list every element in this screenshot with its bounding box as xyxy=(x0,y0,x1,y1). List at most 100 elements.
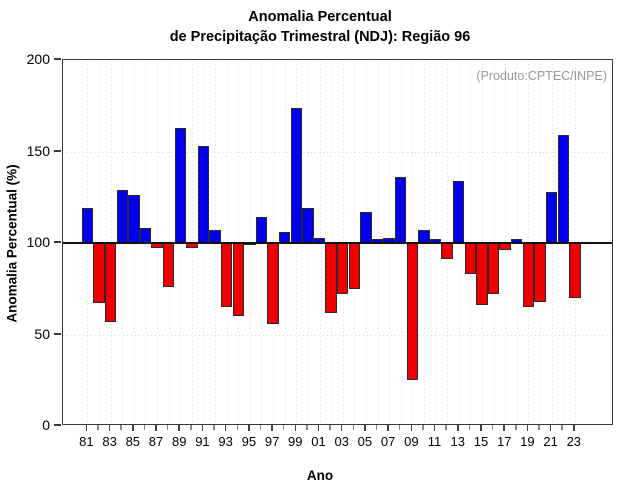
chart-title-line2: de Precipitação Trimestral (NDJ): Região… xyxy=(169,28,471,45)
bar-2023 xyxy=(569,243,581,298)
x-tick-label-99: 99 xyxy=(288,434,303,449)
x-tick-label-81: 81 xyxy=(79,434,94,449)
bar-1987 xyxy=(151,243,163,249)
y-tick-label-200: 200 xyxy=(26,51,50,67)
x-tick xyxy=(340,425,343,431)
y-tick xyxy=(54,58,61,60)
x-tick xyxy=(85,425,88,431)
x-tick-label-19: 19 xyxy=(520,434,535,449)
x-tick xyxy=(526,425,529,431)
x-tick xyxy=(201,425,204,431)
bar-2022 xyxy=(557,135,569,243)
x-tick-label-13: 13 xyxy=(450,434,465,449)
x-tick xyxy=(166,425,169,430)
bar-2014 xyxy=(464,243,477,275)
x-tick xyxy=(433,425,436,431)
bar-1990 xyxy=(186,243,198,249)
y-tick xyxy=(54,241,61,243)
bar-1983 xyxy=(104,243,117,322)
x-tick xyxy=(445,425,447,430)
bar-2013 xyxy=(453,180,465,243)
x-tick-label-21: 21 xyxy=(543,434,558,449)
x-tick xyxy=(398,425,401,430)
bar-1994 xyxy=(232,243,244,317)
x-tick xyxy=(143,425,146,430)
bar-1988 xyxy=(162,243,175,287)
x-tick-label-15: 15 xyxy=(473,434,489,449)
bar-2015 xyxy=(476,243,488,306)
y-tick-label-50: 50 xyxy=(34,325,50,342)
x-tick xyxy=(178,425,180,431)
bar-2016 xyxy=(487,243,500,295)
bar-2003 xyxy=(337,243,349,295)
y-tick xyxy=(54,424,61,426)
y-tick xyxy=(54,332,61,335)
bar-1984 xyxy=(116,189,128,243)
x-tick xyxy=(375,425,378,430)
x-tick xyxy=(352,425,355,430)
x-tick xyxy=(213,425,215,430)
chart-title: Anomalia Percentual de Precipitação Trim… xyxy=(0,8,640,47)
x-tick xyxy=(549,425,552,431)
product-annotation: (Produto:CPTEC/INPE) xyxy=(476,69,607,83)
x-tick xyxy=(190,425,192,430)
x-tick xyxy=(236,425,238,430)
x-tick xyxy=(387,425,389,431)
x-tick-label-09: 09 xyxy=(404,434,419,449)
y-tick-label-150: 150 xyxy=(26,142,50,159)
x-tick xyxy=(317,425,320,431)
bar-1996 xyxy=(255,217,268,243)
x-tick xyxy=(410,425,413,431)
bar-1997 xyxy=(267,243,279,324)
x-tick xyxy=(306,425,308,430)
x-tick xyxy=(364,425,366,431)
x-tick xyxy=(515,425,517,430)
x-tick-label-97: 97 xyxy=(264,434,280,449)
x-axis-label: Ano xyxy=(306,468,334,483)
x-tick xyxy=(457,425,459,431)
bar-2005 xyxy=(360,211,372,243)
bar-2004 xyxy=(348,243,360,289)
bar-2008 xyxy=(395,177,407,243)
x-tick-label-07: 07 xyxy=(380,434,396,449)
y-tick-label-0: 0 xyxy=(42,417,50,433)
bar-1989 xyxy=(174,127,186,243)
x-tick xyxy=(468,425,471,430)
x-tick-label-85: 85 xyxy=(125,434,141,449)
bar-1981 xyxy=(81,208,94,243)
x-tick-label-91: 91 xyxy=(195,434,210,449)
gridline-horizontal xyxy=(63,151,612,153)
x-tick xyxy=(491,425,494,430)
bar-2012 xyxy=(441,243,453,260)
chart-title-line1: Anomalia Percentual xyxy=(248,9,392,25)
bar-1982 xyxy=(93,243,105,304)
x-tick xyxy=(224,425,227,431)
x-tick-label-11: 11 xyxy=(427,434,442,449)
x-tick xyxy=(132,425,134,431)
baseline-100 xyxy=(63,242,612,244)
bar-2021 xyxy=(545,191,558,243)
bar-1986 xyxy=(139,228,152,243)
bar-1985 xyxy=(128,195,140,243)
x-tick xyxy=(294,425,297,431)
x-tick xyxy=(259,425,262,430)
x-tick-label-89: 89 xyxy=(172,434,187,449)
bar-2017 xyxy=(499,243,511,251)
x-tick-label-01: 01 xyxy=(311,434,326,449)
x-tick-label-17: 17 xyxy=(496,434,512,449)
plot-area: (Produto:CPTEC/INPE) xyxy=(62,59,613,425)
x-tick xyxy=(271,425,273,431)
x-tick xyxy=(480,425,482,431)
bar-2020 xyxy=(534,243,546,302)
x-tick-label-23: 23 xyxy=(566,434,582,449)
bar-1999 xyxy=(290,107,302,243)
y-tick-label-100: 100 xyxy=(26,234,50,250)
x-tick xyxy=(282,425,285,430)
x-tick xyxy=(422,425,424,430)
y-tick xyxy=(54,149,61,152)
gridline-horizontal xyxy=(63,334,612,336)
x-tick xyxy=(561,425,563,430)
x-tick-label-87: 87 xyxy=(148,434,164,449)
x-tick xyxy=(108,425,111,431)
